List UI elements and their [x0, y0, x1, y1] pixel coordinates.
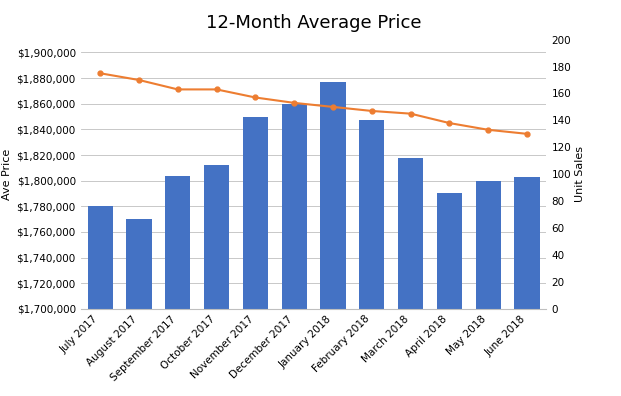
Bar — [398, 158, 424, 309]
Bar — [359, 120, 384, 309]
Bar — [165, 175, 191, 309]
Y-axis label: Ave Price: Ave Price — [2, 148, 12, 200]
Bar — [514, 177, 540, 309]
Bar — [437, 194, 462, 309]
Bar — [88, 206, 113, 309]
Bar — [476, 181, 501, 309]
Title: 12-Month Average Price: 12-Month Average Price — [206, 15, 422, 32]
Y-axis label: Unit Sales: Unit Sales — [575, 146, 585, 202]
Bar — [126, 219, 152, 309]
Bar — [281, 104, 307, 309]
Bar — [204, 165, 229, 309]
Bar — [320, 82, 346, 309]
Bar — [243, 116, 268, 309]
